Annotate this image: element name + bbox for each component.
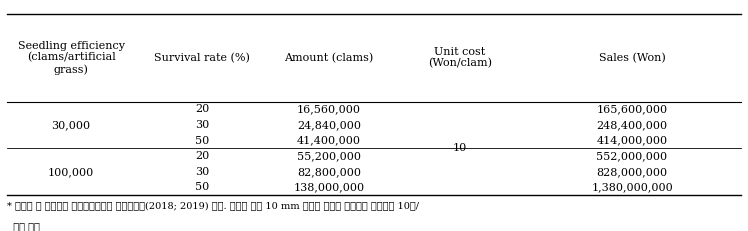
- Text: 20: 20: [194, 151, 209, 161]
- Text: 10: 10: [453, 143, 468, 153]
- Text: 30,000: 30,000: [52, 120, 91, 130]
- Text: 16,560,000: 16,560,000: [297, 104, 361, 114]
- Text: 248,400,000: 248,400,000: [596, 120, 668, 130]
- Text: 82,800,000: 82,800,000: [297, 167, 361, 177]
- Text: Survival rate (%): Survival rate (%): [154, 53, 250, 63]
- Text: 828,000,000: 828,000,000: [596, 167, 668, 177]
- Text: 24,840,000: 24,840,000: [297, 120, 361, 130]
- Text: 50: 50: [194, 182, 209, 192]
- Text: 552,000,000: 552,000,000: [596, 151, 668, 161]
- Text: 50: 50: [194, 136, 209, 146]
- Text: * 체료율 및 생존율은 국립수산과학원 사업보고서(2018; 2019) 참조. 단가는 각장 10 mm 크기의 바지락 인공종스 시장가격 10원/: * 체료율 및 생존율은 국립수산과학원 사업보고서(2018; 2019) 참…: [7, 201, 420, 210]
- Text: Amount (clams): Amount (clams): [284, 53, 374, 63]
- Text: 30: 30: [194, 167, 209, 177]
- Text: 55,200,000: 55,200,000: [297, 151, 361, 161]
- Text: 100,000: 100,000: [48, 167, 94, 177]
- Text: 165,600,000: 165,600,000: [596, 104, 668, 114]
- Text: 20: 20: [194, 104, 209, 114]
- Text: 138,000,000: 138,000,000: [293, 182, 365, 192]
- Text: Seedling efficiency
(clams/artificial
grass): Seedling efficiency (clams/artificial gr…: [17, 41, 125, 75]
- Text: 30: 30: [194, 120, 209, 130]
- Text: 1,380,000,000: 1,380,000,000: [591, 182, 673, 192]
- Text: Unit cost
(Won/clam): Unit cost (Won/clam): [428, 47, 492, 69]
- Text: Sales (Won): Sales (Won): [598, 53, 666, 63]
- Text: 마리 가정: 마리 가정: [7, 222, 40, 231]
- Text: 41,400,000: 41,400,000: [297, 136, 361, 146]
- Text: 414,000,000: 414,000,000: [596, 136, 668, 146]
